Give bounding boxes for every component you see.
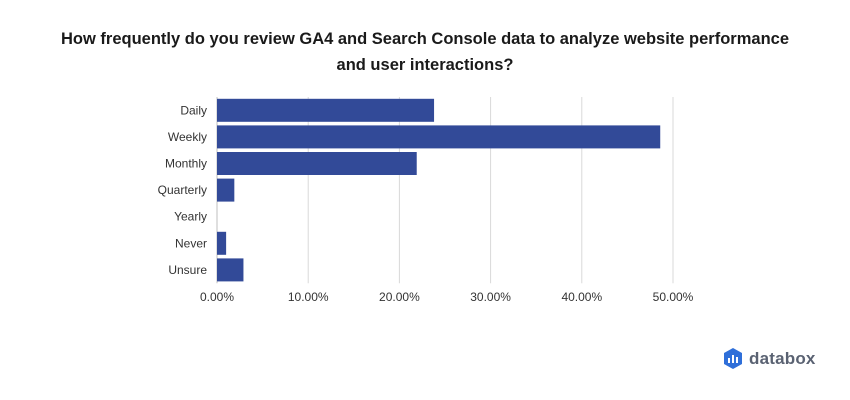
chart-title: How frequently do you review GA4 and Sea… <box>0 26 850 78</box>
bar-monthly <box>217 152 417 175</box>
bars <box>217 98 661 282</box>
x-tick-label: 40.00% <box>561 290 602 304</box>
databox-brand: databox <box>723 347 816 371</box>
category-label-unsure: Unsure <box>168 263 207 277</box>
brand-name: databox <box>749 349 816 368</box>
bar-daily <box>217 98 435 122</box>
databox-logo-icon <box>724 348 742 369</box>
bar-weekly <box>217 125 661 149</box>
x-tick-label: 0.00% <box>200 290 234 304</box>
x-tick-label: 30.00% <box>470 290 511 304</box>
x-axis-tick-labels: 0.00% 10.00% 20.00% 30.00% 40.00% 50.00% <box>200 290 694 304</box>
category-label-yearly: Yearly <box>174 210 207 224</box>
category-label-weekly: Weekly <box>168 130 207 144</box>
x-tick-label: 50.00% <box>653 290 694 304</box>
category-label-never: Never <box>175 236 207 250</box>
category-label-monthly: Monthly <box>165 157 207 171</box>
bar-unsure <box>217 258 244 282</box>
x-tick-label: 20.00% <box>379 290 420 304</box>
gridlines <box>216 97 674 284</box>
chart-title-line-1: How frequently do you review GA4 and Sea… <box>60 30 790 48</box>
category-labels: Daily Weekly Monthly Quarterly Yearly Never Un… <box>158 103 208 277</box>
x-tick-label: 10.00% <box>288 290 329 304</box>
category-label-quarterly: Quarterly <box>158 183 207 197</box>
chart-title-line-2: and user interactions? <box>336 56 514 74</box>
bar-quarterly <box>217 178 235 202</box>
bar-never <box>217 231 227 255</box>
category-label-daily: Daily <box>180 103 207 117</box>
